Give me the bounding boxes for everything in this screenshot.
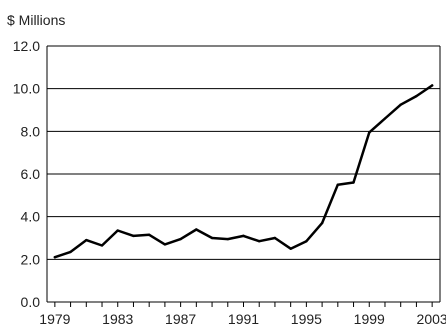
data-point [132,234,135,238]
data-point [430,84,434,87]
data-point [320,221,324,225]
data-point [226,237,229,241]
y-tick-label: 10.0 [13,81,40,97]
y-tick-label: 2.0 [21,251,41,267]
data-point [258,240,261,243]
data-point [100,244,104,247]
data-point [163,243,167,246]
data-point [399,103,402,106]
data-point [69,250,72,254]
unit-label: $ Millions [7,12,65,28]
data-point [273,236,277,240]
data-point [53,256,57,259]
data-point [242,234,245,238]
data-point [415,94,418,98]
label-layer: 0.0 2.0 4.0 6.0 8.0 10.0 12.0 1979 1983 1987 1991 1… [13,38,446,327]
x-tick-label: 1995 [291,311,322,327]
data-point [383,117,387,120]
x-tick-label: 1999 [354,311,385,327]
grid-layer [47,45,440,303]
data-point [85,238,88,242]
series-layer [53,84,434,259]
series-line [53,84,434,259]
data-point [179,237,182,241]
data-point [147,233,151,236]
y-tick-label: 4.0 [21,209,41,225]
axis-layer [46,46,441,307]
data-point [116,229,119,232]
y-tick-label: 12.0 [13,38,40,54]
data-point [210,236,214,240]
data-point [336,183,340,186]
data-point [195,228,198,231]
x-tick-label: 1983 [102,311,133,327]
x-tick-label: 1991 [228,311,259,327]
x-tick-label: 1987 [165,311,196,327]
data-point [305,240,308,243]
y-tick-label: 8.0 [21,123,41,139]
x-tick-label: 2003 [417,311,446,327]
y-tick-label: 0.0 [21,294,41,310]
x-tick-label: 1979 [39,311,70,327]
data-point [289,247,292,250]
y-tick-label: 6.0 [21,166,41,182]
data-point [368,131,371,134]
data-point [352,181,355,184]
